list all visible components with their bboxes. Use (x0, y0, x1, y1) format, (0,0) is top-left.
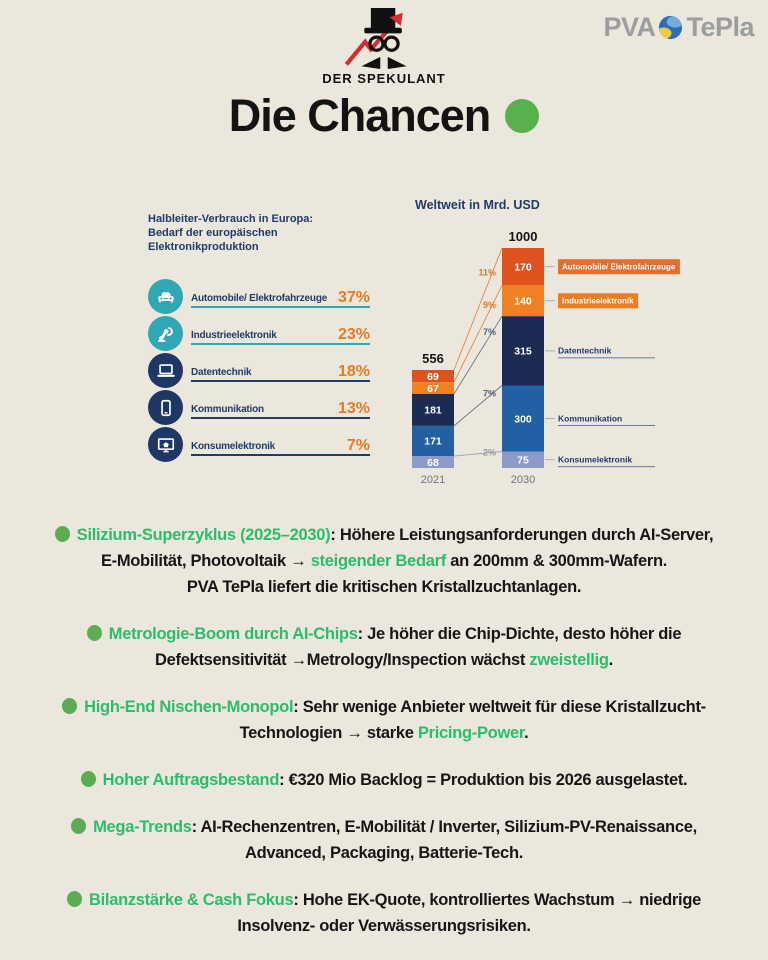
svg-text:11%: 11% (478, 267, 496, 277)
svg-text:2%: 2% (483, 447, 496, 457)
svg-text:2021: 2021 (421, 474, 445, 486)
list-item-label: Automobile/ Elektrofahrzeuge (191, 293, 328, 304)
svg-text:Konsumelektronik: Konsumelektronik (558, 455, 632, 465)
pva-logo-text-left: PVA (603, 12, 656, 42)
list-item-percentage: 37% (337, 289, 370, 306)
list-item-percentage: 7% (346, 437, 370, 454)
list-item-industrie: Industrieelektronik 23% (148, 315, 370, 352)
underline (191, 343, 370, 345)
svg-text:Datentechnik: Datentechnik (558, 346, 612, 356)
laptop-icon (148, 353, 183, 388)
smart-tv-icon (148, 427, 183, 462)
der-spekulant-wordmark: DER SPEKULANT (322, 71, 446, 86)
svg-text:7%: 7% (483, 389, 496, 399)
svg-text:556: 556 (422, 351, 444, 366)
svg-text:140: 140 (514, 296, 532, 308)
list-item-automobile: Automobile/ Elektrofahrzeuge 37% (148, 278, 370, 315)
underline (191, 306, 370, 308)
bullet-item: Metrologie-Boom durch AI-Chips: Je höher… (12, 621, 756, 673)
list-item-label: Konsumelektronik (191, 441, 276, 452)
spekulant-icon (344, 8, 407, 70)
bullet-item: Bilanzstärke & Cash Fokus: Hohe EK-Quote… (12, 887, 756, 939)
world-chart-panel: Weltweit in Mrd. USD 11% 9% 7% 7% 2% 69 67 181 1… (388, 190, 768, 490)
list-item-percentage: 13% (337, 400, 370, 417)
smartphone-icon (148, 390, 183, 425)
pva-tepla-logo: PVA TePla (603, 12, 754, 43)
der-spekulant-logo: DER SPEKULANT (0, 8, 768, 86)
svg-text:Kommunikation: Kommunikation (558, 413, 622, 423)
europe-title-line2: Bedarf der europäischen Elektronikproduk… (148, 227, 278, 253)
europe-title-line1: Halbleiter-Verbrauch in Europa: (148, 213, 314, 225)
underline (191, 454, 370, 456)
underline (191, 380, 370, 382)
list-item-label: Datentechnik (191, 367, 252, 378)
svg-text:1000: 1000 (509, 229, 538, 244)
list-item-label: Industrieelektronik (191, 330, 277, 341)
list-item-percentage: 18% (337, 363, 370, 380)
list-item-konsum: Konsumelektronik 7% (148, 426, 370, 463)
bullet-item: Silizium-Superzyklus (2025–2030): Höhere… (12, 522, 756, 600)
europe-consumption-panel: Halbleiter-Verbrauch in Europa: Bedarf d… (148, 212, 370, 463)
svg-text:75: 75 (517, 455, 529, 467)
list-item-kommunikation: Kommunikation 13% (148, 389, 370, 426)
svg-text:181: 181 (424, 405, 442, 417)
svg-text:9%: 9% (483, 300, 496, 310)
bullet-dot-icon (71, 818, 87, 834)
bullet-dot-icon (62, 698, 78, 714)
bullets-section: Silizium-Superzyklus (2025–2030): Höhere… (12, 522, 756, 960)
pva-globe-icon (659, 15, 683, 40)
chart-title: Weltweit in Mrd. USD (415, 198, 540, 212)
bullet-item: High-End Nischen-Monopol: Sehr wenige An… (12, 694, 756, 746)
bullet-dot-icon (67, 891, 83, 907)
car-icon (148, 279, 183, 314)
robot-arm-icon (148, 316, 183, 351)
svg-text:300: 300 (514, 413, 532, 425)
svg-text:2030: 2030 (511, 474, 535, 486)
svg-text:7%: 7% (483, 327, 496, 337)
svg-text:Industrieelektronik: Industrieelektronik (562, 297, 634, 306)
europe-item-list: Automobile/ Elektrofahrzeuge 37% (148, 278, 370, 463)
page-title-row: Die Chancen (0, 90, 768, 142)
bullet-item: Hoher Auftragsbestand: €320 Mio Backlog … (12, 767, 756, 793)
svg-text:170: 170 (514, 262, 532, 274)
list-item-datentechnik: Datentechnik 18% (148, 352, 370, 389)
list-item-label: Kommunikation (191, 404, 264, 415)
green-dot-icon (505, 99, 540, 133)
svg-text:68: 68 (427, 457, 439, 469)
list-item-percentage: 23% (337, 326, 370, 343)
svg-text:67: 67 (427, 383, 439, 395)
underline (191, 417, 370, 419)
bullet-dot-icon (86, 625, 102, 641)
svg-text:Automobile/ Elektrofahrzeuge: Automobile/ Elektrofahrzeuge (562, 263, 676, 272)
pva-logo-text-right: TePla (686, 12, 754, 42)
europe-panel-title: Halbleiter-Verbrauch in Europa: Bedarf d… (148, 212, 370, 254)
bullet-item: Mega-Trends: AI-Rechenzentren, E-Mobilit… (12, 814, 756, 866)
svg-text:69: 69 (427, 371, 439, 383)
bullet-dot-icon (80, 771, 96, 787)
svg-text:315: 315 (514, 346, 532, 358)
page-title: Die Chancen (228, 90, 492, 141)
bullet-dot-icon (54, 526, 70, 542)
svg-text:171: 171 (424, 436, 442, 448)
